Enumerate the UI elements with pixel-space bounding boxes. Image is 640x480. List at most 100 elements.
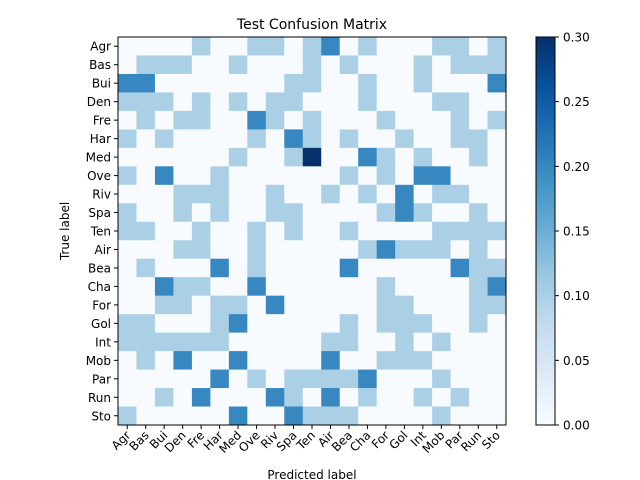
heatmap-cell <box>469 37 488 56</box>
y-tick-label: Mob <box>86 354 111 368</box>
heatmap-cell <box>284 240 304 260</box>
heatmap-cell <box>339 240 359 260</box>
heatmap-cell <box>376 221 396 241</box>
heatmap-cell <box>284 110 304 130</box>
heatmap-cell <box>302 332 322 352</box>
heatmap-cell <box>210 203 230 223</box>
heatmap-cell <box>247 277 267 297</box>
y-tick-label: Cha <box>88 280 111 294</box>
heatmap-cell <box>136 147 156 167</box>
heatmap-cell <box>228 147 248 167</box>
heatmap-cell <box>228 110 248 130</box>
heatmap-cell <box>210 277 230 297</box>
heatmap-cell <box>469 221 488 241</box>
heatmap-cell <box>395 388 415 407</box>
heatmap-cell <box>376 295 396 315</box>
heatmap-cell <box>228 221 248 241</box>
heatmap-cell <box>358 166 378 186</box>
heatmap-cell <box>136 110 156 130</box>
heatmap-cell <box>395 37 415 56</box>
heatmap-cell <box>376 314 396 334</box>
heatmap-cell <box>321 147 341 167</box>
heatmap-cell <box>321 184 341 204</box>
heatmap-cell <box>469 406 488 426</box>
heatmap-cell <box>247 147 267 167</box>
heatmap-cell <box>302 37 322 56</box>
heatmap-cell <box>339 221 359 241</box>
heatmap-cell <box>136 184 156 204</box>
heatmap-cell <box>265 406 285 426</box>
heatmap-cell <box>395 240 415 260</box>
heatmap-cell <box>413 129 433 149</box>
heatmap-cell <box>154 221 174 241</box>
heatmap-cell <box>487 110 507 130</box>
heatmap-cell <box>321 258 341 278</box>
heatmap-cell <box>395 258 415 278</box>
heatmap-cell <box>321 110 341 130</box>
heatmap-cell <box>173 37 193 56</box>
heatmap-cell <box>358 92 378 112</box>
heatmap-cell <box>487 37 507 56</box>
heatmap-cell <box>376 55 396 75</box>
heatmap-cell <box>358 240 378 260</box>
heatmap-cell <box>487 295 507 315</box>
heatmap-cell <box>395 221 415 241</box>
heatmap-cell <box>302 55 322 75</box>
heatmap-cell <box>265 184 285 204</box>
heatmap-cell <box>154 314 174 334</box>
heatmap-cell <box>265 332 285 352</box>
heatmap-cell <box>191 37 211 56</box>
heatmap-cell <box>191 314 211 334</box>
heatmap-cell <box>395 406 415 426</box>
heatmap-cell <box>487 240 507 260</box>
heatmap-cell <box>395 129 415 149</box>
heatmap-cell <box>247 369 267 389</box>
heatmap-cell <box>154 295 174 315</box>
heatmap-cell <box>154 203 174 223</box>
heatmap-cell <box>432 406 451 426</box>
heatmap-cell <box>210 369 230 389</box>
heatmap-cell <box>413 221 433 241</box>
heatmap-cell <box>154 332 174 352</box>
heatmap-cell <box>376 240 396 260</box>
heatmap-cell <box>191 110 211 130</box>
heatmap-cell <box>432 92 451 112</box>
heatmap-cell <box>487 332 507 352</box>
heatmap-cell <box>228 166 248 186</box>
heatmap-cell <box>358 388 378 407</box>
heatmap-cell <box>487 406 507 426</box>
y-axis-label: True label <box>58 202 72 261</box>
heatmap-cell <box>413 258 433 278</box>
heatmap-cell <box>265 314 285 334</box>
heatmap-cell <box>284 203 304 223</box>
heatmap-cell <box>413 110 433 130</box>
heatmap-cell <box>432 129 451 149</box>
heatmap-cell <box>284 369 304 389</box>
heatmap-cell <box>118 73 137 93</box>
y-tick-label: Int <box>95 335 111 349</box>
heatmap-cell <box>450 314 470 334</box>
heatmap-cell <box>210 388 230 407</box>
heatmap-cell <box>487 351 507 370</box>
heatmap-cell <box>173 351 193 370</box>
heatmap-cell <box>358 295 378 315</box>
heatmap-cell <box>487 277 507 297</box>
heatmap-cell <box>450 184 470 204</box>
heatmap-cell <box>339 110 359 130</box>
heatmap-cell <box>450 258 470 278</box>
heatmap-cell <box>358 203 378 223</box>
heatmap-cell <box>413 388 433 407</box>
heatmap-cell <box>432 295 451 315</box>
heatmap-cell <box>191 129 211 149</box>
heatmap-cell <box>191 184 211 204</box>
heatmap-cell <box>191 147 211 167</box>
heatmap-cell <box>265 388 285 407</box>
heatmap-cell <box>469 295 488 315</box>
heatmap-cell <box>321 73 341 93</box>
heatmap-cell <box>339 388 359 407</box>
heatmap-cell <box>469 166 488 186</box>
heatmap-cell <box>413 240 433 260</box>
heatmap-cell <box>228 203 248 223</box>
heatmap-cell <box>395 166 415 186</box>
heatmap-cell <box>154 258 174 278</box>
